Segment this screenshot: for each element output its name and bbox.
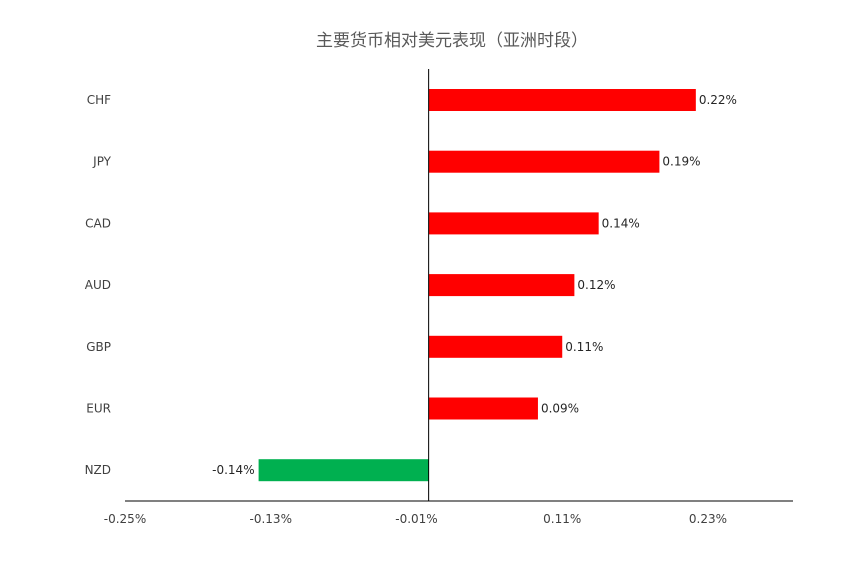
category-label-eur: EUR [86, 402, 111, 416]
axes [125, 69, 793, 502]
bar-cad [428, 212, 599, 235]
category-label-aud: AUD [85, 278, 111, 292]
data-label-eur: 0.09% [541, 402, 579, 416]
bars-group [258, 89, 696, 482]
data-label-gbp: 0.11% [565, 340, 603, 354]
data-label-chf: 0.22% [699, 93, 737, 107]
category-label-nzd: NZD [85, 463, 111, 477]
x-tick-label: 0.23% [689, 512, 727, 526]
bar-eur [428, 397, 538, 420]
data-labels: 0.22% 0.19% 0.14% 0.12% 0.11% 0.09% -0.14% [212, 93, 737, 477]
bar-jpy [428, 150, 660, 173]
x-tick-labels: -0.25% -0.13% -0.01% 0.11% 0.23% [104, 512, 727, 526]
category-label-jpy: JPY [92, 155, 112, 169]
category-label-gbp: GBP [86, 340, 111, 354]
bar-chf [428, 89, 696, 111]
data-label-cad: 0.14% [602, 216, 640, 230]
bar-gbp [428, 335, 563, 358]
chart-title: 主要货币相对美元表现（亚洲时段） [316, 31, 588, 51]
category-label-chf: CHF [87, 93, 111, 107]
data-label-jpy: 0.19% [662, 155, 700, 169]
category-label-cad: CAD [85, 216, 111, 230]
bar-nzd [258, 459, 429, 482]
x-tick-label: 0.11% [543, 512, 581, 526]
category-labels: CHF JPY CAD AUD GBP EUR NZD [85, 93, 112, 477]
x-tick-label: -0.01% [395, 512, 437, 526]
x-tick-label: -0.25% [104, 512, 146, 526]
data-label-aud: 0.12% [577, 278, 615, 292]
bar-aud [428, 274, 575, 297]
data-label-nzd: -0.14% [212, 463, 254, 477]
x-tick-label: -0.13% [250, 512, 292, 526]
